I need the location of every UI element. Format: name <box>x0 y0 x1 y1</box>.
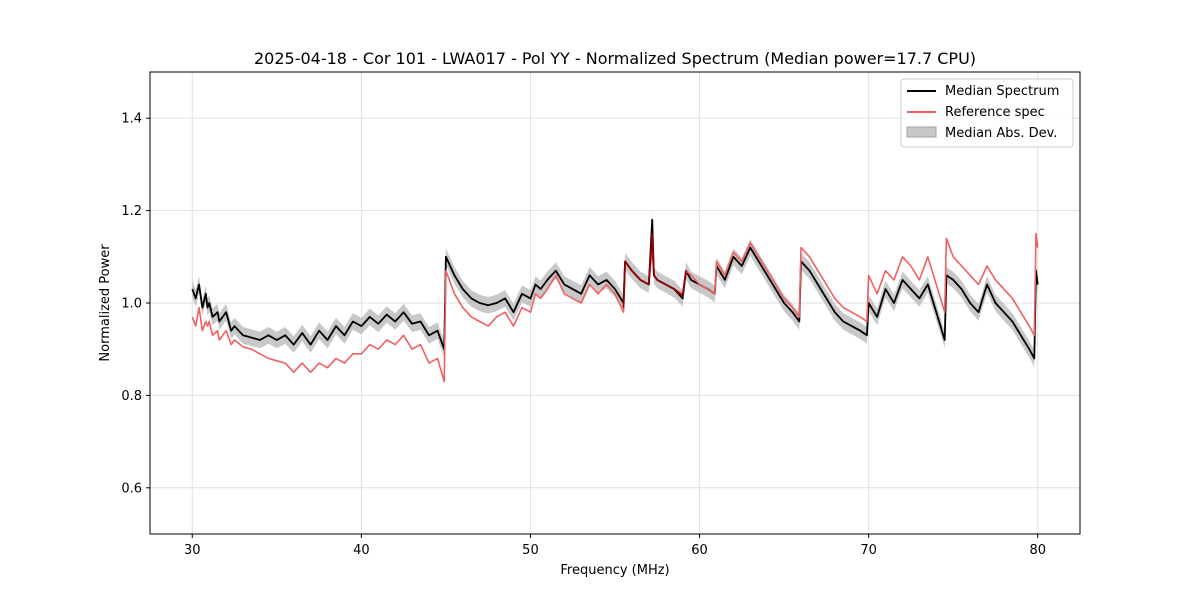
overlap-segment-line <box>622 232 687 308</box>
chart-title: 2025-04-18 - Cor 101 - LWA017 - Pol YY -… <box>254 49 976 68</box>
x-tick-label: 80 <box>1029 543 1046 558</box>
legend-mad-label: Median Abs. Dev. <box>945 126 1057 141</box>
x-tick-label: 40 <box>353 543 370 558</box>
legend-box <box>900 78 1074 148</box>
y-axis-label: Normalized Power <box>98 244 113 362</box>
x-axis-label: Frequency (MHz) <box>560 563 669 578</box>
y-tick-label: 1.2 <box>121 204 142 219</box>
x-tick-label: 60 <box>691 543 708 558</box>
series-layer <box>191 218 1039 383</box>
y-tick-label: 1.0 <box>121 297 142 312</box>
legend: Median Spectrum Reference spec Median Ab… <box>900 78 1074 148</box>
median-spectrum-line <box>191 218 1039 360</box>
y-axis-ticks: 0.6 0.8 1.0 1.2 1.4 <box>121 112 150 496</box>
reference-spectrum-line <box>191 232 1039 383</box>
y-tick-label: 0.6 <box>121 481 142 496</box>
x-tick-label: 70 <box>860 543 877 558</box>
legend-mad-swatch <box>906 126 937 138</box>
x-axis-ticks: 30 40 50 60 70 80 <box>184 534 1046 558</box>
x-tick-label: 50 <box>522 543 539 558</box>
legend-reference-label: Reference spec <box>945 105 1045 120</box>
legend-median-label: Median Spectrum <box>945 84 1059 99</box>
y-tick-label: 1.4 <box>121 112 142 127</box>
y-tick-label: 0.8 <box>121 389 142 404</box>
x-tick-label: 30 <box>184 543 201 558</box>
